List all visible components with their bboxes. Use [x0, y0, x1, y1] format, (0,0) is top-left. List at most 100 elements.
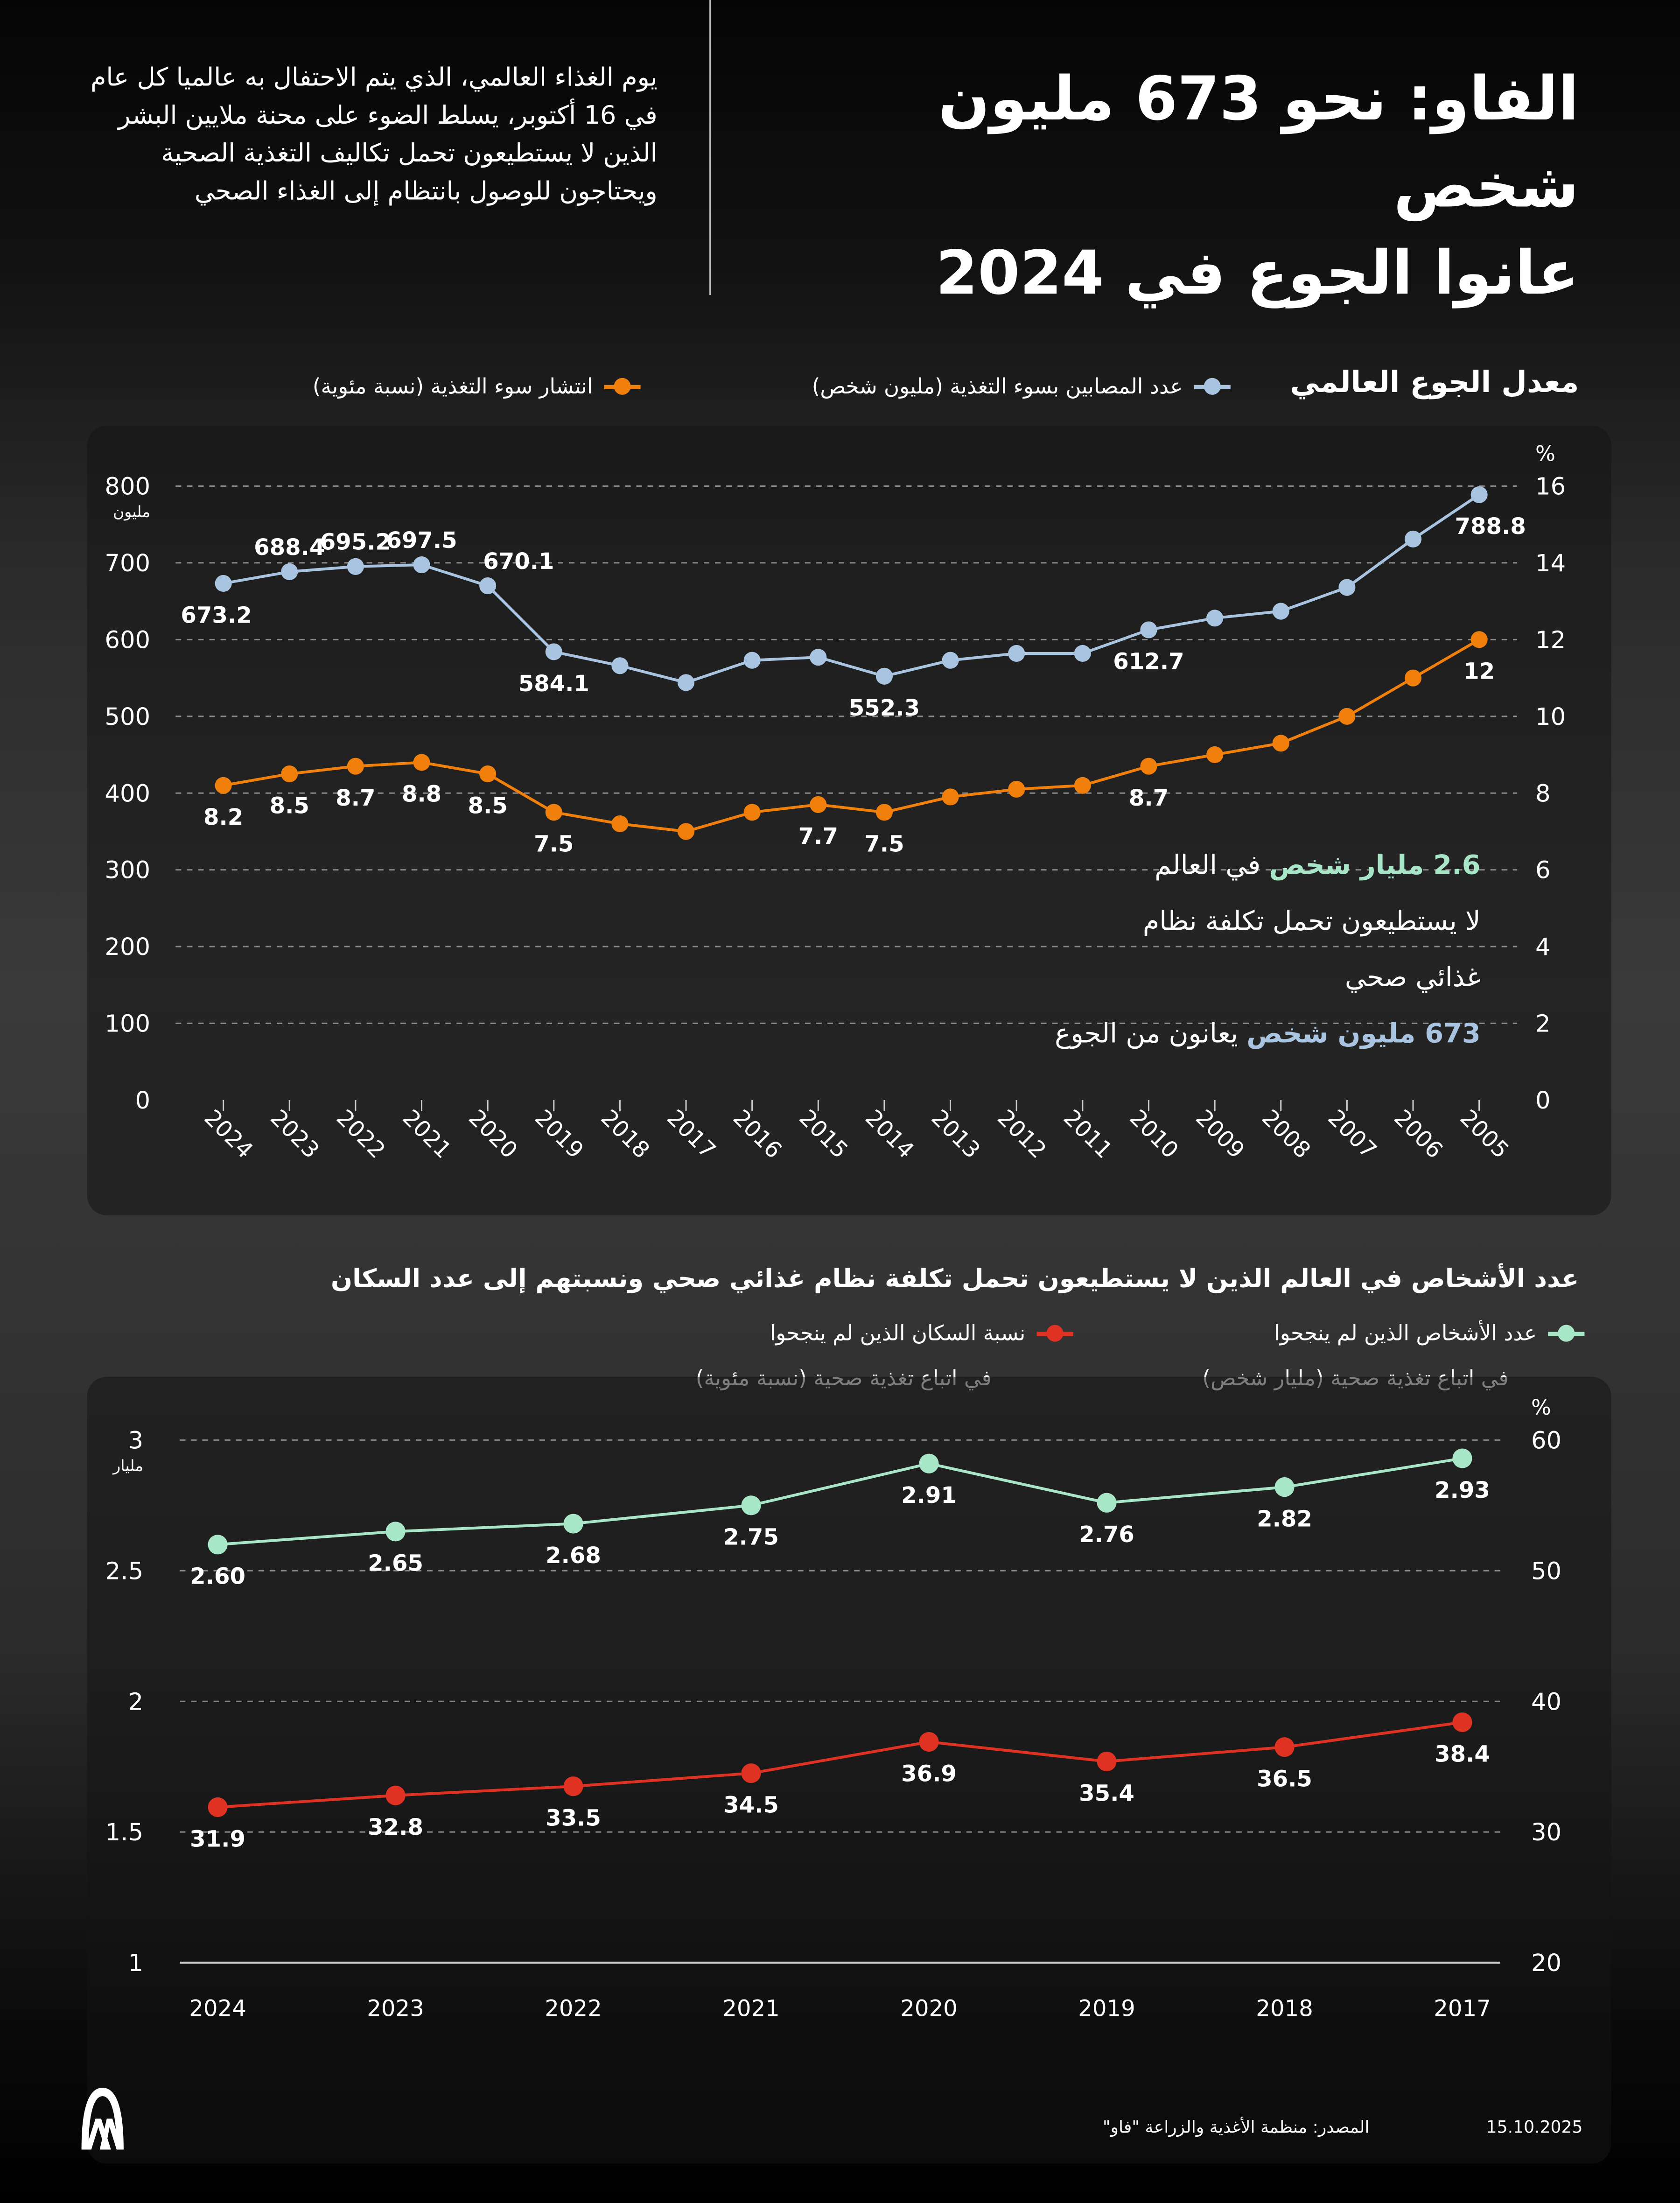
data-label: 7.7 — [798, 823, 838, 849]
page-title: الفاو: نحو 673 مليون شخص عانوا الجوع في … — [876, 56, 1579, 317]
data-point — [875, 804, 893, 821]
y-left-tick: 1.5 — [105, 1819, 143, 1846]
title-line-1: الفاو: نحو 673 مليون شخص — [938, 64, 1579, 222]
y-left-tick: 0 — [135, 1087, 151, 1115]
data-point — [1452, 1448, 1472, 1468]
data-label: 2.91 — [901, 1482, 957, 1508]
y-right-tick: 20 — [1531, 1950, 1561, 1977]
y-right-tick: 14 — [1535, 550, 1566, 577]
y-left-tick: 200 — [105, 933, 150, 961]
data-label: 34.5 — [723, 1792, 779, 1818]
data-point — [1274, 1477, 1295, 1497]
data-point — [919, 1732, 939, 1752]
data-label: 32.8 — [368, 1814, 423, 1840]
title-line-2: عانوا الجوع في 2024 — [936, 239, 1579, 309]
data-point — [810, 796, 827, 813]
data-label: 7.5 — [534, 831, 574, 857]
data-point — [215, 777, 232, 794]
data-point — [919, 1453, 939, 1473]
y-left-tick: 100 — [105, 1010, 150, 1038]
data-point — [208, 1535, 228, 1555]
data-label: 2.75 — [723, 1524, 779, 1551]
data-point — [1206, 610, 1224, 627]
data-label: 7.5 — [864, 831, 904, 857]
divider — [709, 0, 711, 295]
aa-logo-icon — [81, 2088, 124, 2150]
data-point — [942, 788, 959, 806]
annotation-text: لا يستطيعون تحمل تكلفة نظام — [1142, 906, 1481, 937]
y-left-tick: 400 — [105, 780, 150, 807]
data-label: 2.93 — [1435, 1477, 1490, 1503]
chart2-title: عدد الأشخاص في العالم الذين لا يستطيعون … — [330, 1264, 1579, 1294]
series-line — [223, 638, 1480, 833]
series-line — [217, 1457, 1463, 1546]
y-left-tick: 2.5 — [105, 1558, 143, 1585]
data-label: 33.5 — [546, 1805, 601, 1831]
data-point — [942, 652, 959, 669]
legend-marker-blue-icon — [1194, 377, 1231, 394]
x-tick-label: 2018 — [1256, 1995, 1313, 2021]
chart2-panel — [87, 1376, 1611, 2164]
y-left-tick: 600 — [105, 626, 150, 654]
y-right-unit: % — [1535, 441, 1555, 466]
annotation-text: في العالم — [1155, 850, 1269, 881]
data-point — [1074, 645, 1091, 662]
data-label: 8.7 — [1129, 785, 1169, 811]
data-point — [479, 765, 497, 783]
data-point — [1140, 758, 1157, 775]
data-label: 670.1 — [483, 548, 554, 575]
data-label: 36.9 — [901, 1761, 957, 1787]
data-point — [1404, 669, 1422, 687]
x-tick-label: 2024 — [189, 1995, 246, 2021]
legend-item-population-share: نسبة السكان الذين لم ينجحوا — [770, 1320, 1073, 1346]
series-line — [223, 493, 1480, 684]
y-left-unit: مليار — [112, 1457, 143, 1475]
y-left-tick: 800 — [105, 473, 150, 501]
annotation: 2.6 مليار شخص في العالم لا يستطيعون تحمل… — [1055, 837, 1481, 1062]
data-point — [1470, 631, 1488, 648]
y-right-tick: 4 — [1535, 933, 1551, 961]
y-left-tick: 3 — [128, 1427, 143, 1454]
data-point — [545, 643, 562, 660]
data-label: 612.7 — [1113, 649, 1184, 675]
data-point — [385, 1785, 406, 1805]
y-right-tick: 2 — [1535, 1010, 1551, 1038]
data-label: 12 — [1463, 659, 1495, 685]
data-point — [1338, 708, 1356, 725]
legend-label: نسبة السكان الذين لم ينجحوا — [770, 1320, 1026, 1346]
x-tick-label: 2017 — [1434, 1995, 1491, 2021]
data-point — [281, 765, 298, 783]
y-right-unit: % — [1531, 1395, 1551, 1420]
y-right-tick: 50 — [1531, 1558, 1561, 1585]
data-label: 2.65 — [368, 1551, 423, 1577]
data-label: 8.2 — [203, 804, 243, 830]
data-label: 35.4 — [1079, 1780, 1134, 1806]
data-point — [1452, 1712, 1472, 1733]
annotation-text: يعانون من الجوع — [1055, 1018, 1247, 1050]
y-left-tick: 700 — [105, 550, 150, 577]
data-label: 673.2 — [181, 602, 252, 628]
data-point — [1272, 603, 1289, 620]
x-tick-label: 2019 — [1078, 1995, 1135, 2021]
data-point — [741, 1763, 761, 1783]
data-label: 2.68 — [546, 1543, 601, 1569]
legend-label: عدد المصابين بسوء التغذية (مليون شخص) — [812, 373, 1183, 399]
data-label: 8.7 — [336, 785, 375, 811]
data-point — [741, 1495, 761, 1515]
data-point — [347, 758, 364, 775]
data-point — [281, 563, 298, 581]
y-right-tick: 30 — [1531, 1819, 1561, 1846]
data-point — [563, 1776, 583, 1796]
chart1: 0 100 200 300 400 500 600 700 800 0 2 4 6 8 10 12 14 16 مل… — [105, 441, 1566, 1164]
annotation-text: غذائي صحي — [1344, 962, 1481, 994]
y-left-unit: مليون — [113, 503, 150, 521]
data-point — [385, 1522, 406, 1542]
data-point — [1097, 1493, 1117, 1513]
legend-label: عدد الأشخاص الذين لم ينجحوا — [1274, 1320, 1537, 1346]
data-point — [208, 1797, 228, 1817]
data-point — [563, 1514, 583, 1534]
y-left-tick: 500 — [105, 703, 150, 731]
x-tick-label: 2022 — [545, 1995, 602, 2021]
